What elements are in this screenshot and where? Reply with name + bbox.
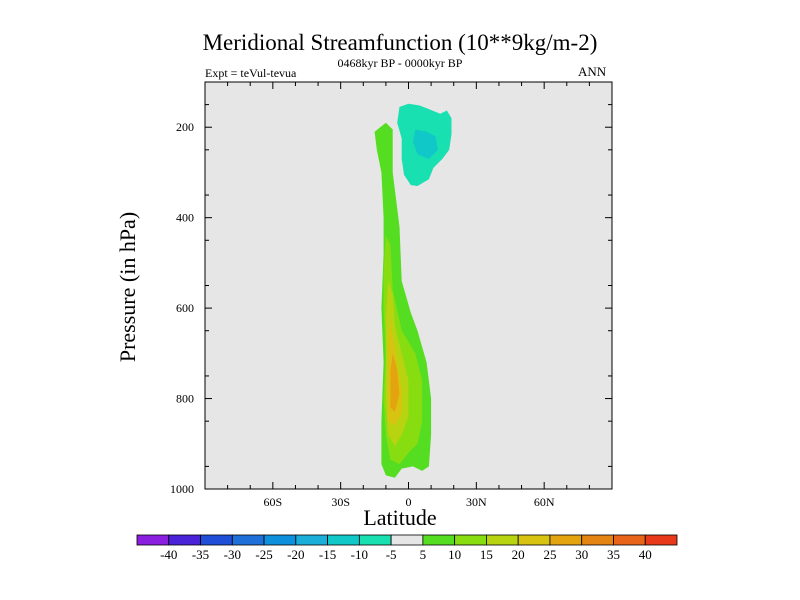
x-tick-label: 0 bbox=[406, 495, 412, 509]
colorbar-label: -5 bbox=[386, 547, 397, 562]
colorbar-label: -40 bbox=[160, 547, 177, 562]
colorbar-swatch bbox=[136, 534, 170, 546]
colorbar-label: 20 bbox=[512, 547, 525, 562]
y-tick-label: 400 bbox=[176, 211, 194, 225]
colorbar-swatch bbox=[644, 534, 678, 546]
x-tick-label: 60N bbox=[534, 495, 555, 509]
colorbar-label: 10 bbox=[448, 547, 461, 562]
colorbar-label: -20 bbox=[287, 547, 304, 562]
colorbar-label: 25 bbox=[543, 547, 556, 562]
colorbar-swatch bbox=[263, 534, 297, 546]
contour-fills bbox=[374, 103, 452, 478]
y-tick-label: 600 bbox=[176, 301, 194, 315]
colorbar-swatch bbox=[486, 534, 519, 546]
colorbar-swatch bbox=[517, 534, 551, 546]
colorbar-swatch bbox=[613, 534, 646, 546]
colorbar-label: -25 bbox=[255, 547, 272, 562]
colorbar-label: -10 bbox=[351, 547, 368, 562]
colorbar: -40 -35 -30 -25 -20 -15 -10 -5 5 10 15 20 25 30 35 40 bbox=[136, 534, 678, 562]
colorbar-label: 15 bbox=[480, 547, 493, 562]
colorbar-label: -35 bbox=[192, 547, 209, 562]
chart-title: Meridional Streamfunction (10**9kg/m-2) bbox=[202, 30, 598, 55]
x-tick-label: 60S bbox=[263, 495, 282, 509]
season-label: ANN bbox=[578, 64, 607, 79]
period-label: 0468kyr BP - 0000kyr BP bbox=[337, 56, 463, 70]
colorbar-label: -15 bbox=[319, 547, 336, 562]
colorbar-swatch bbox=[168, 534, 201, 546]
colorbar-swatch bbox=[549, 534, 583, 546]
colorbar-label: 30 bbox=[575, 547, 588, 562]
contour-neg10 bbox=[413, 129, 438, 159]
colorbar-swatch bbox=[295, 534, 328, 546]
y-tick-label: 200 bbox=[176, 120, 194, 134]
axes: 200 400 600 800 1000 60S 30S 0 30N 60N bbox=[170, 81, 613, 509]
colorbar-label: 40 bbox=[639, 547, 652, 562]
colorbar-swatch bbox=[231, 534, 265, 546]
x-axis-title: Latitude bbox=[363, 505, 437, 530]
colorbar-swatch bbox=[454, 534, 487, 546]
colorbar-label: -30 bbox=[224, 547, 241, 562]
colorbar-swatch bbox=[327, 534, 360, 546]
contour-25 bbox=[390, 353, 400, 413]
x-tick-label: 30S bbox=[331, 495, 350, 509]
y-tick-label: 1000 bbox=[170, 482, 194, 496]
colorbar-swatch bbox=[358, 534, 392, 546]
x-tick-label: 30N bbox=[466, 495, 487, 509]
colorbar-swatch bbox=[390, 534, 424, 546]
colorbar-swatch bbox=[581, 534, 614, 546]
colorbar-swatch bbox=[422, 534, 456, 546]
colorbar-swatch bbox=[200, 534, 233, 546]
y-tick-label: 800 bbox=[176, 392, 194, 406]
colorbar-label: 35 bbox=[607, 547, 620, 562]
colorbar-label: 5 bbox=[420, 547, 427, 562]
experiment-label: Expt = teVul-tevua bbox=[205, 66, 297, 80]
